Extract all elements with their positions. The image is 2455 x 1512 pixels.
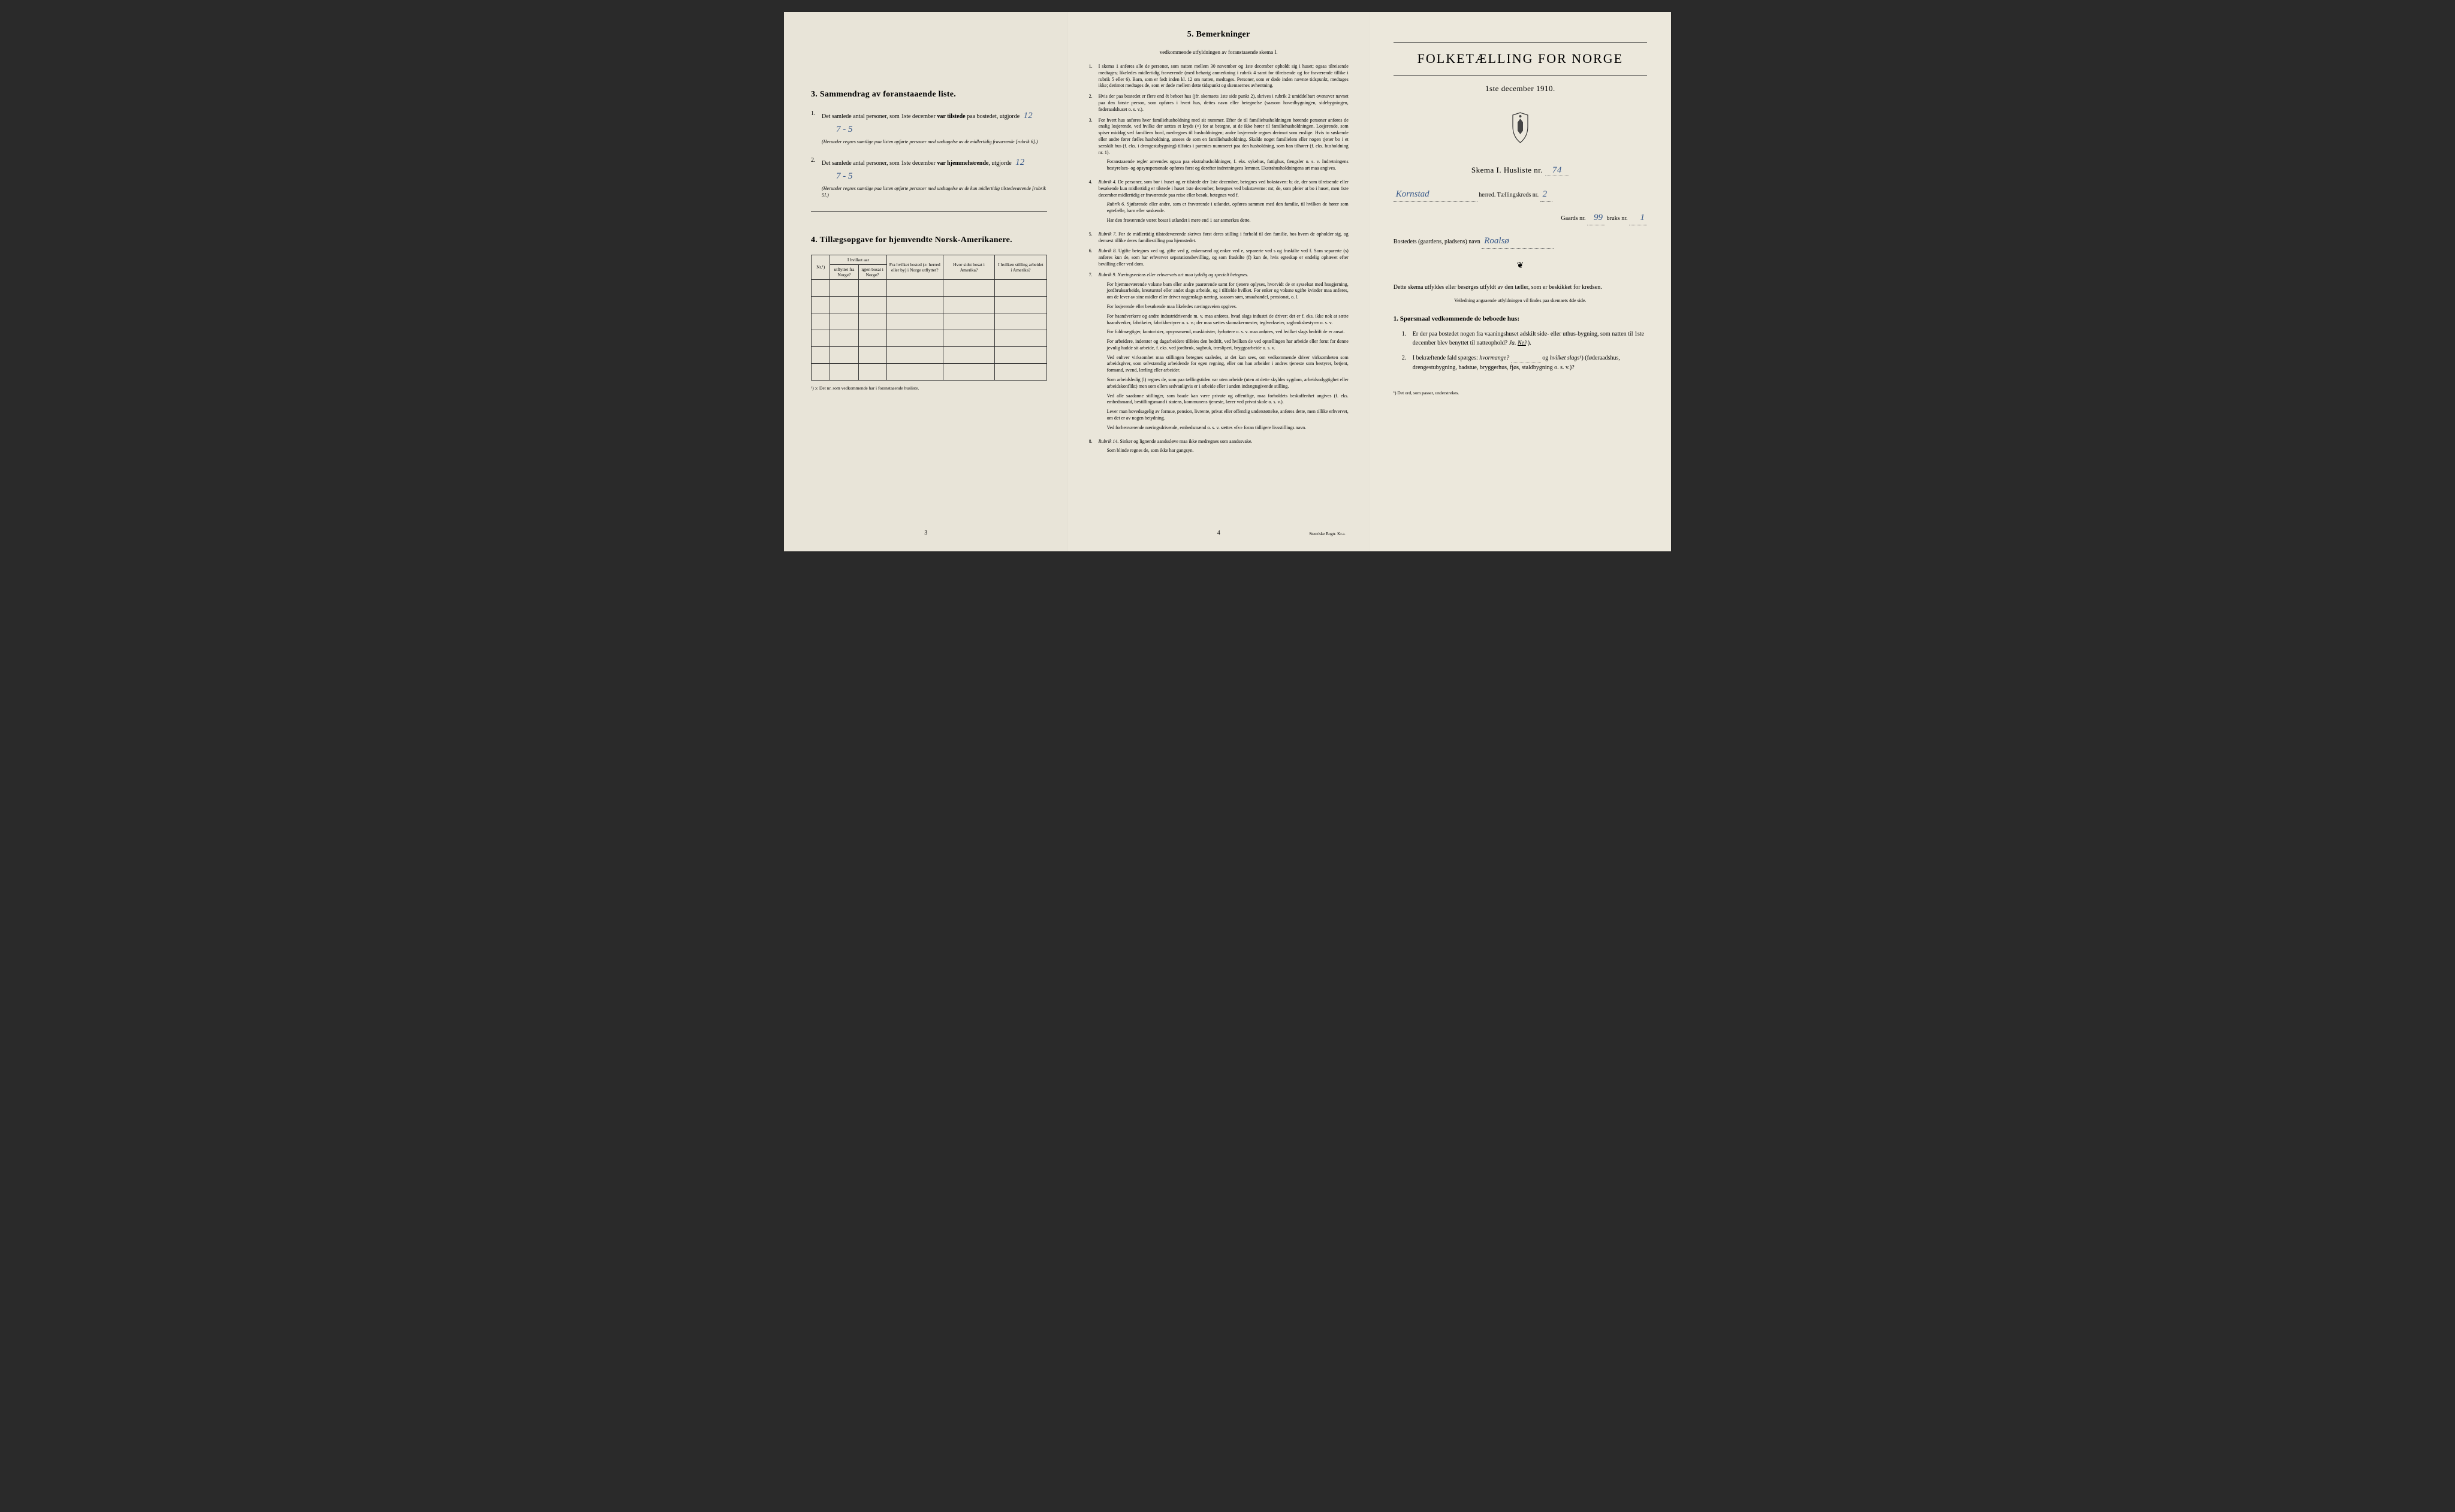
table-header: Hvor sidst bosat i Amerika? bbox=[943, 255, 994, 279]
answer-nei: Nei bbox=[1518, 340, 1526, 346]
section3-item1: 1. Det samlede antal personer, som 1ste … bbox=[811, 109, 1047, 149]
table-row bbox=[812, 296, 1047, 313]
section5-subheading: vedkommende utfyldningen av foranstaaend… bbox=[1089, 49, 1349, 55]
handwritten-value: 12 bbox=[1013, 156, 1027, 170]
question-2: 2. I bekræftende fald spørges: hvormange… bbox=[1394, 354, 1647, 372]
ornament-icon: ❦ bbox=[1394, 261, 1647, 271]
handwritten-gaard: 99 bbox=[1587, 210, 1605, 225]
page-middle: 5. Bemerkninger vedkommende utfyldningen… bbox=[1068, 12, 1370, 551]
skema-line: Skema I. Husliste nr. 74 bbox=[1394, 165, 1647, 176]
coat-of-arms-icon bbox=[1507, 111, 1534, 144]
form-line-bosted: Bostedets (gaardens, pladsens) navn Roal… bbox=[1394, 234, 1647, 249]
handwritten-husliste-nr: 74 bbox=[1545, 165, 1569, 176]
page-left: 3. Sammendrag av foranstaaende liste. 1.… bbox=[784, 12, 1068, 551]
emigrant-table: Nr.¹) I hvilket aar Fra hvilket bosted (… bbox=[811, 255, 1047, 381]
table-header: utflyttet fra Norge? bbox=[830, 264, 858, 279]
item-text: Det samlede antal personer, som 1ste dec… bbox=[822, 109, 1047, 149]
list-item: 1. I skema 1 anføres alle de personer, s… bbox=[1089, 64, 1349, 89]
main-title: FOLKETÆLLING FOR NORGE bbox=[1394, 51, 1647, 67]
handwritten-bruk: 1 bbox=[1629, 210, 1647, 225]
small-note: Veiledning angaaende utfyldningen vil fi… bbox=[1394, 298, 1647, 303]
handwritten-value: 7 - 5 bbox=[834, 123, 855, 137]
bemerkninger-list: 1. I skema 1 anføres alle de personer, s… bbox=[1089, 64, 1349, 457]
table-header: Fra hvilket bosted (ɔ: herred eller by) … bbox=[886, 255, 943, 279]
table-row bbox=[812, 363, 1047, 380]
item-text: Det samlede antal personer, som 1ste dec… bbox=[822, 156, 1047, 202]
table-header: igjen bosat i Norge? bbox=[858, 264, 886, 279]
section5-heading: 5. Bemerkninger bbox=[1089, 30, 1349, 40]
table-row bbox=[812, 313, 1047, 330]
section4-heading: 4. Tillægsopgave for hjemvendte Norsk-Am… bbox=[811, 236, 1047, 245]
table-header: I hvilket aar bbox=[830, 255, 886, 264]
form-line-gaard: Gaards nr. 99 bruks nr. 1 bbox=[1394, 210, 1647, 225]
list-item: 6. Rubrik 8. Ugifte betegnes ved ug, gif… bbox=[1089, 248, 1349, 267]
question-heading: 1. Spørsmaal vedkommende de beboede hus: bbox=[1394, 315, 1647, 322]
table-row bbox=[812, 279, 1047, 296]
list-item: 4. Rubrik 4. De personer, som bor i huse… bbox=[1089, 179, 1349, 227]
footnote: ¹) Det ord, som passer, understrekes. bbox=[1394, 390, 1647, 396]
divider bbox=[1394, 42, 1647, 43]
page-number: 3 bbox=[924, 530, 927, 536]
handwritten-herred: Kornstad bbox=[1394, 187, 1477, 202]
item-number: 1. bbox=[811, 109, 822, 149]
table-header: I hvilken stilling arbeidet i Amerika? bbox=[995, 255, 1046, 279]
list-item: 8. Rubrik 14. Sinker og lignende aandssl… bbox=[1089, 439, 1349, 458]
list-item: 3. For hvert hus anføres hver familiehus… bbox=[1089, 117, 1349, 175]
table-footnote: ¹) ɔ: Det nr. som vedkommende har i fora… bbox=[811, 385, 1047, 391]
item-note: (Herunder regnes samtlige paa listen opf… bbox=[822, 185, 1047, 198]
printer-mark: Steen'ske Bogtr. Kr.a. bbox=[1309, 532, 1346, 536]
page-right: FOLKETÆLLING FOR NORGE 1ste december 191… bbox=[1370, 12, 1671, 551]
form-line-herred: Kornstad herred. Tællingskreds nr. 2 bbox=[1394, 187, 1647, 202]
table-row bbox=[812, 346, 1047, 363]
page-number: 4 bbox=[1217, 530, 1220, 536]
crest-container bbox=[1394, 111, 1647, 147]
description: Dette skema utfyldes eller besørges utfy… bbox=[1394, 283, 1647, 292]
item-number: 2. bbox=[811, 156, 822, 202]
table-header: Nr.¹) bbox=[812, 255, 830, 279]
divider bbox=[811, 211, 1047, 212]
date-line: 1ste december 1910. bbox=[1394, 84, 1647, 93]
document-container: 3. Sammendrag av foranstaaende liste. 1.… bbox=[784, 12, 1671, 551]
question-1: 1. Er der paa bostedet nogen fra vaaning… bbox=[1394, 330, 1647, 348]
handwritten-kreds: 2 bbox=[1540, 187, 1552, 202]
list-item: 7. Rubrik 9. Næringsveiens eller erhverv… bbox=[1089, 272, 1349, 434]
divider bbox=[1394, 75, 1647, 76]
section4: 4. Tillægsopgave for hjemvendte Norsk-Am… bbox=[811, 236, 1047, 391]
list-item: 5. Rubrik 7. For de midlertidig tilstede… bbox=[1089, 231, 1349, 245]
item-note: (Herunder regnes samtlige paa listen opf… bbox=[822, 138, 1047, 145]
section3-heading: 3. Sammendrag av foranstaaende liste. bbox=[811, 90, 1047, 99]
handwritten-value: 7 - 5 bbox=[834, 170, 855, 183]
list-item: 2. Hvis der paa bostedet er flere end ét… bbox=[1089, 93, 1349, 113]
handwritten-value: 12 bbox=[1021, 109, 1035, 123]
handwritten-bosted: Roalsø bbox=[1482, 234, 1554, 249]
table-row bbox=[812, 330, 1047, 346]
section3-item2: 2. Det samlede antal personer, som 1ste … bbox=[811, 156, 1047, 202]
